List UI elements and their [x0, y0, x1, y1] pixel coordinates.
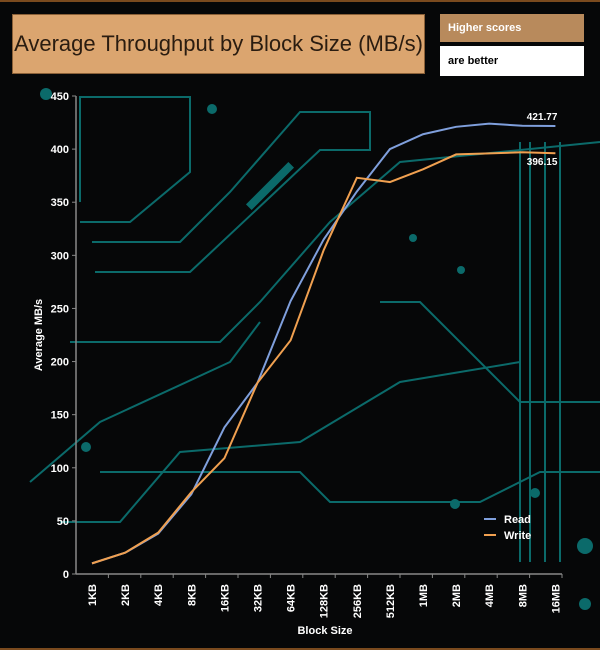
- legend-read-label: Read: [504, 514, 531, 526]
- x-tick-label: 256KB: [352, 584, 364, 618]
- y-tick-label: 400: [51, 144, 69, 156]
- legend-write-label: Write: [504, 530, 531, 542]
- series-line-read: [91, 122, 556, 565]
- legend: Read Write: [484, 514, 531, 542]
- y-tick-label: 0: [63, 569, 69, 581]
- x-tick-label: 8MB: [517, 584, 529, 607]
- series-line-write: [91, 151, 556, 565]
- x-tick-label: 2MB: [451, 584, 463, 607]
- x-tick-label: 1KB: [87, 584, 99, 606]
- y-axis-label: Average MB/s: [33, 299, 45, 371]
- end-data-label-write: 396.15: [527, 157, 558, 168]
- x-tick-label: 64KB: [286, 584, 298, 612]
- x-tick-label: 512KB: [385, 584, 397, 618]
- x-tick-label: 16KB: [219, 584, 231, 612]
- x-tick-label: 4KB: [153, 584, 165, 606]
- x-tick-label: 8KB: [186, 584, 198, 606]
- y-tick-label: 350: [51, 197, 69, 209]
- y-tick-label: 300: [51, 250, 69, 262]
- x-tick-label: 4MB: [484, 584, 496, 607]
- x-tick-label: 32KB: [253, 584, 265, 612]
- chart-title: Average Throughput by Block Size (MB/s): [12, 14, 425, 74]
- x-axis-label: Block Size: [297, 625, 352, 637]
- y-tick-label: 100: [51, 463, 69, 475]
- y-tick-label: 150: [51, 410, 69, 422]
- y-tick-label: 250: [51, 303, 69, 315]
- y-tick-label: 50: [57, 516, 69, 528]
- note-higher-scores: Higher scores: [440, 14, 584, 42]
- y-tick-label: 200: [51, 357, 69, 369]
- x-tick-label: 2KB: [120, 584, 132, 606]
- note-are-better: are better: [440, 46, 584, 76]
- x-tick-label: 16MB: [550, 584, 562, 613]
- x-tick-label: 128KB: [319, 584, 331, 618]
- x-tick-label: 1MB: [418, 584, 430, 607]
- end-data-label-read: 421.77: [527, 112, 558, 123]
- y-tick-label: 450: [51, 91, 69, 103]
